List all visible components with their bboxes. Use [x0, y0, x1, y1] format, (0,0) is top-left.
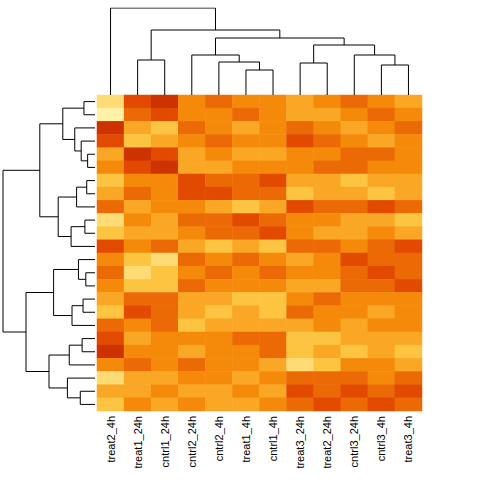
svg-text:cntrl1_4h: cntrl1_4h [267, 416, 279, 461]
svg-text:treat3_4h: treat3_4h [402, 416, 414, 462]
svg-text:cntrl3_24h: cntrl3_24h [348, 416, 360, 467]
svg-text:treat1_4h: treat1_4h [240, 416, 252, 462]
svg-text:treat2_24h: treat2_24h [321, 416, 333, 469]
svg-text:cntrl3_4h: cntrl3_4h [375, 416, 387, 461]
svg-text:treat1_24h: treat1_24h [132, 416, 144, 469]
svg-text:cntrl1_24h: cntrl1_24h [159, 416, 171, 467]
svg-text:treat3_24h: treat3_24h [294, 416, 306, 469]
svg-text:cntrl2_24h: cntrl2_24h [186, 416, 198, 467]
svg-text:cntrl2_4h: cntrl2_4h [213, 416, 225, 461]
svg-text:treat2_4h: treat2_4h [105, 416, 117, 462]
